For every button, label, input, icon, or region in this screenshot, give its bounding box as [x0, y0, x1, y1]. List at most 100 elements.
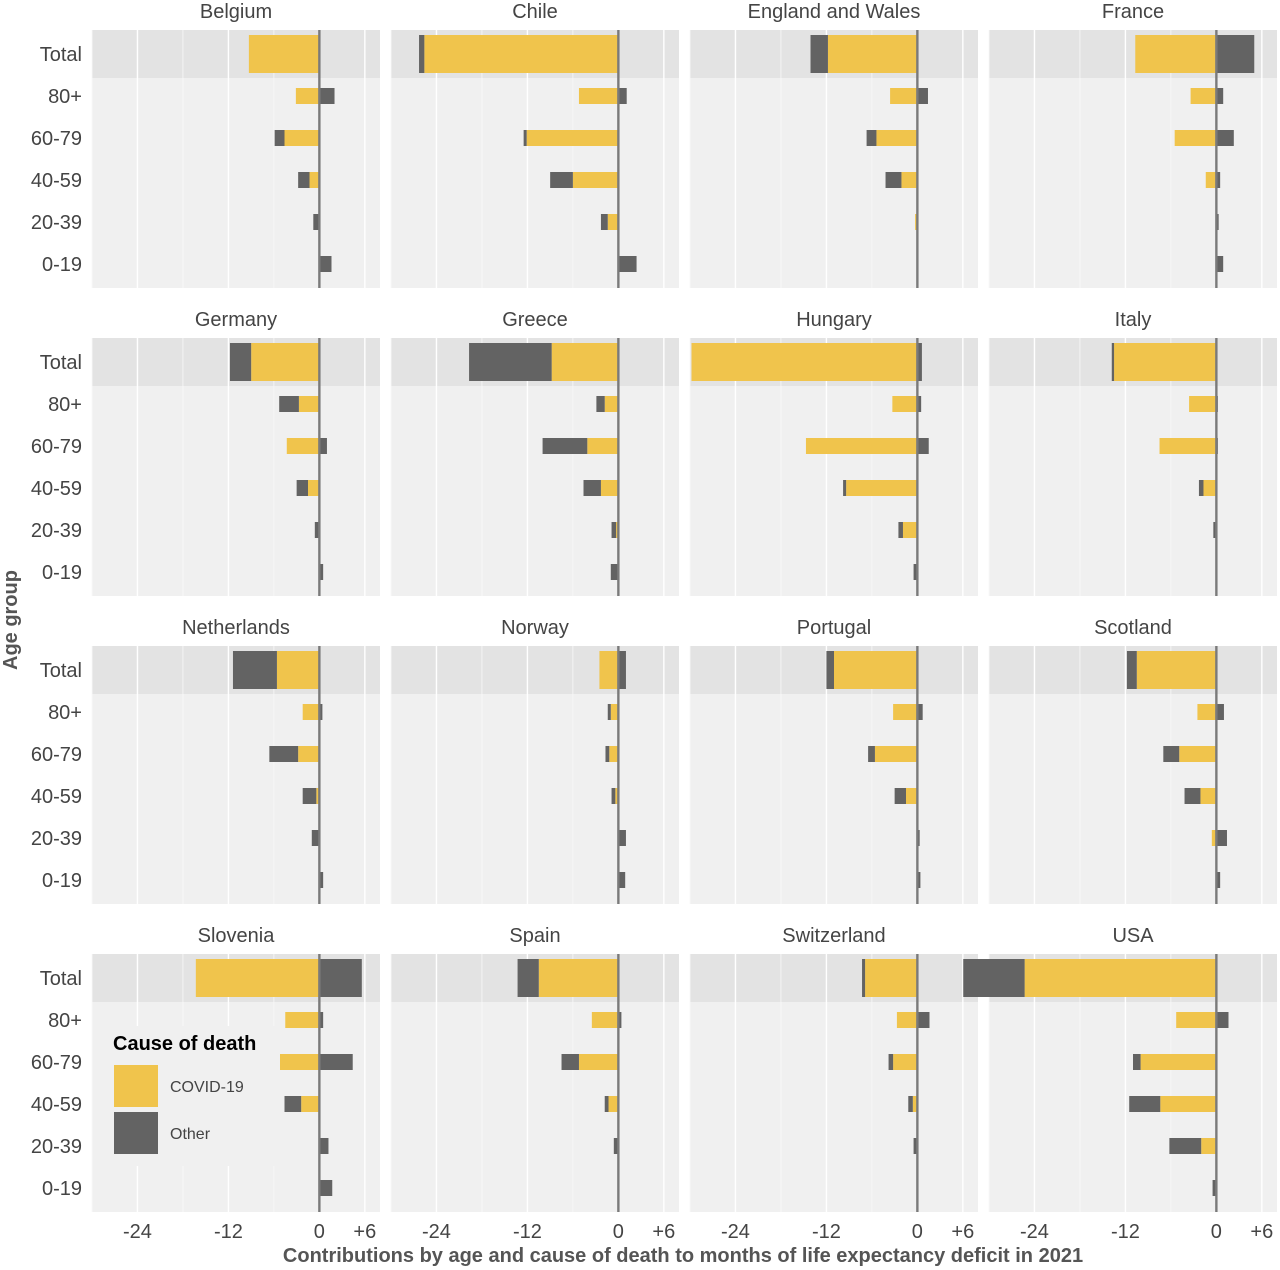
facet-germany: Germany	[91, 309, 380, 596]
bar-hungary-80-other	[917, 396, 922, 412]
bar-norway-20-39-other	[618, 830, 626, 846]
bar-norway-total-other	[618, 651, 626, 689]
facet-hungary: Hungary	[689, 309, 978, 596]
bar-portugal-60-79-other	[868, 746, 875, 762]
bar-scotland-80-other	[1216, 704, 1224, 720]
bar-italy-60-79-covid	[1159, 438, 1217, 454]
total-band	[92, 30, 380, 78]
bar-germany-40-59-covid	[308, 480, 320, 496]
bar-greece-40-59-covid	[600, 480, 619, 496]
bar-germany-60-79-covid	[286, 438, 320, 454]
bar-norway-60-79-other	[605, 746, 610, 762]
age-label-20-39: 20-39	[31, 212, 82, 234]
bar-switzerland-total-other	[862, 959, 866, 997]
age-label-0-19: 0-19	[42, 562, 82, 584]
legend: Cause of death COVID-19 Other	[104, 1026, 280, 1166]
facet-portugal: Portugal	[689, 617, 978, 904]
facet-title-france: France	[1102, 1, 1164, 23]
x-tick-label: -24	[123, 1221, 152, 1243]
facet-netherlands: Netherlands	[91, 617, 380, 904]
facet-title-usa: USA	[1112, 925, 1154, 947]
bar-italy-40-59-other	[1198, 480, 1204, 496]
facet-title-slovenia: Slovenia	[198, 925, 276, 947]
bar-belgium-0-19-other	[319, 256, 332, 272]
bar-germany-60-79-other	[319, 438, 327, 454]
facet-title-chile: Chile	[512, 1, 558, 23]
bar-chile-0-19-other	[618, 256, 637, 272]
facet-title-germany: Germany	[195, 309, 277, 331]
bar-netherlands-total-other	[232, 651, 277, 689]
x-tick-label: 0	[314, 1221, 325, 1243]
bar-spain-total-other	[517, 959, 539, 997]
bar-portugal-total-covid	[834, 651, 918, 689]
age-label-20-39: 20-39	[31, 1136, 82, 1158]
age-label-80: 80+	[48, 1010, 82, 1032]
bar-england-and-wales-total-covid	[827, 35, 918, 73]
bar-italy-total-covid	[1114, 343, 1217, 381]
age-label-total: Total	[40, 44, 82, 66]
facet-chile: Chile	[390, 1, 679, 288]
facet-title-netherlands: Netherlands	[182, 617, 290, 639]
x-tick-label: 0	[1211, 1221, 1222, 1243]
age-label-0-19: 0-19	[42, 870, 82, 892]
facet-spain: Spain	[390, 925, 679, 1212]
bar-netherlands-total-covid	[276, 651, 320, 689]
bar-belgium-40-59-other	[298, 172, 310, 188]
age-label-80: 80+	[48, 394, 82, 416]
age-label-60-79: 60-79	[31, 128, 82, 150]
age-label-0-19: 0-19	[42, 254, 82, 276]
bar-belgium-80-covid	[295, 88, 320, 104]
bar-italy-80-covid	[1189, 396, 1217, 412]
bar-germany-80-covid	[298, 396, 320, 412]
bar-greece-60-79-other	[542, 438, 588, 454]
facet-switzerland: Switzerland	[689, 925, 978, 1212]
bar-england-and-wales-total-other	[810, 35, 828, 73]
bar-chile-20-39-covid	[607, 214, 619, 230]
bar-slovenia-40-59-other	[284, 1096, 302, 1112]
x-tick-label: -12	[214, 1221, 243, 1243]
bar-france-80-covid	[1190, 88, 1217, 104]
bar-spain-20-39-other	[613, 1138, 619, 1154]
bar-scotland-80-covid	[1197, 704, 1217, 720]
bar-germany-0-19-other	[319, 564, 324, 580]
bar-norway-0-19-other	[618, 872, 626, 888]
bar-france-total-covid	[1135, 35, 1217, 73]
bar-switzerland-total-covid	[865, 959, 918, 997]
facet-belgium: Belgium	[91, 1, 380, 288]
bar-norway-80-covid	[610, 704, 619, 720]
x-tick-label: -12	[812, 1221, 841, 1243]
x-tick-label: 0	[613, 1221, 624, 1243]
bar-scotland-0-19-other	[1216, 872, 1221, 888]
bar-portugal-40-59-other	[894, 788, 906, 804]
age-label-20-39: 20-39	[31, 520, 82, 542]
bar-italy-total-other	[1111, 343, 1115, 381]
bar-chile-40-59-covid	[572, 172, 619, 188]
bar-spain-total-covid	[538, 959, 619, 997]
bar-belgium-80-other	[319, 88, 335, 104]
bar-switzerland-80-other	[917, 1012, 930, 1028]
bar-portugal-40-59-covid	[906, 788, 918, 804]
bar-netherlands-40-59-covid	[316, 788, 320, 804]
bar-netherlands-60-79-other	[269, 746, 299, 762]
facet-france: France	[988, 1, 1277, 288]
bar-slovenia-0-19-other	[319, 1180, 333, 1196]
bar-england-and-wales-60-79-covid	[876, 130, 918, 146]
bar-scotland-60-79-other	[1163, 746, 1180, 762]
bar-france-60-79-covid	[1174, 130, 1217, 146]
bar-scotland-40-59-other	[1184, 788, 1201, 804]
bar-chile-total-covid	[424, 35, 619, 73]
bar-greece-40-59-other	[583, 480, 601, 496]
age-label-80: 80+	[48, 702, 82, 724]
bar-england-and-wales-80-other	[917, 88, 928, 104]
age-label-60-79: 60-79	[31, 436, 82, 458]
bar-greece-total-covid	[551, 343, 619, 381]
age-group-labels: Total 80+ 60-79 40-59 20-39 0-19 Total 80+ 60-79…	[31, 44, 82, 1200]
bar-hungary-20-39-covid	[902, 522, 918, 538]
bar-belgium-60-79-other	[274, 130, 285, 146]
bar-greece-total-other	[469, 343, 552, 381]
bar-chile-40-59-other	[550, 172, 573, 188]
bar-belgium-40-59-covid	[309, 172, 320, 188]
bar-slovenia-80-covid	[285, 1012, 320, 1028]
bar-scotland-40-59-covid	[1200, 788, 1217, 804]
